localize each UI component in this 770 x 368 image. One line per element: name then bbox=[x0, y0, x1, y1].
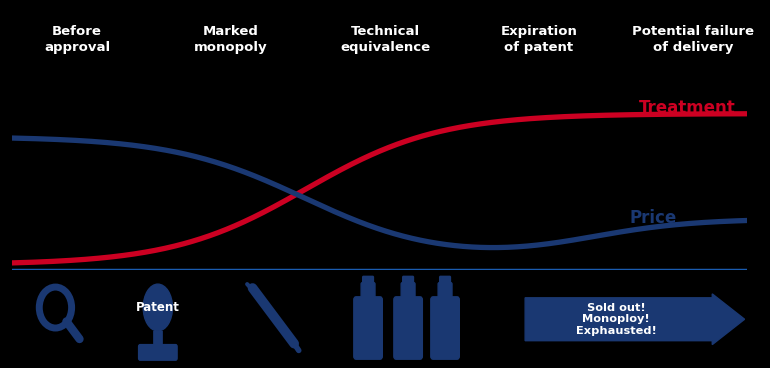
Text: Technical
equivalence: Technical equivalence bbox=[340, 25, 430, 54]
FancyBboxPatch shape bbox=[361, 283, 375, 301]
Text: Before
approval: Before approval bbox=[44, 25, 110, 54]
FancyBboxPatch shape bbox=[139, 344, 177, 360]
FancyBboxPatch shape bbox=[438, 283, 452, 301]
Text: Sold out!
Monoploy!
Exphausted!: Sold out! Monoploy! Exphausted! bbox=[576, 302, 656, 336]
FancyBboxPatch shape bbox=[363, 276, 373, 286]
Text: Treatment: Treatment bbox=[639, 99, 736, 117]
FancyArrow shape bbox=[525, 294, 745, 344]
FancyBboxPatch shape bbox=[354, 297, 382, 359]
Text: Patent: Patent bbox=[136, 301, 179, 314]
FancyBboxPatch shape bbox=[401, 283, 415, 301]
Text: Potential failure
of delivery: Potential failure of delivery bbox=[632, 25, 754, 54]
FancyBboxPatch shape bbox=[393, 297, 422, 359]
FancyBboxPatch shape bbox=[440, 276, 450, 286]
FancyBboxPatch shape bbox=[431, 297, 459, 359]
Text: Marked
monopoly: Marked monopoly bbox=[194, 25, 268, 54]
Text: Price: Price bbox=[629, 209, 677, 227]
Ellipse shape bbox=[143, 284, 172, 331]
Text: Expiration
of patent: Expiration of patent bbox=[500, 25, 578, 54]
FancyBboxPatch shape bbox=[403, 276, 413, 286]
